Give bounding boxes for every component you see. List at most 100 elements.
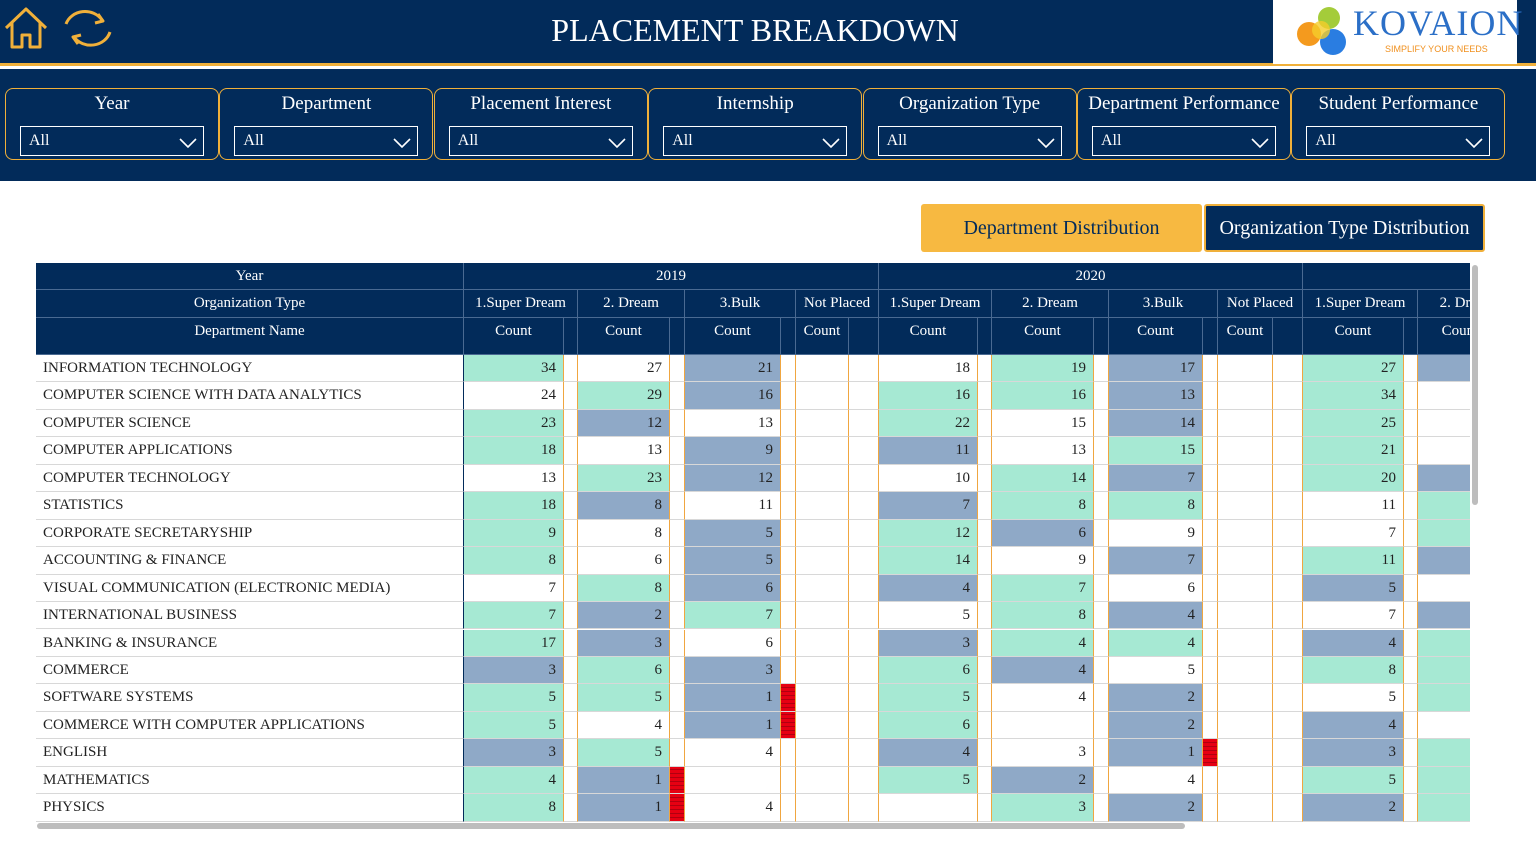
count-cell: 11 <box>879 437 978 465</box>
indicator-cell <box>781 464 796 493</box>
count-cell: 13 <box>578 437 670 465</box>
count-cell: 9 <box>685 437 781 465</box>
indicator-cell <box>1094 711 1109 740</box>
filter-dropdown[interactable]: All <box>20 126 204 156</box>
filter-dropdown[interactable]: All <box>877 126 1062 156</box>
count-cell <box>796 437 849 465</box>
org-type-header: 3.Bulk <box>1109 290 1218 318</box>
tab[interactable]: Department Distribution <box>921 204 1202 252</box>
indicator-cell <box>849 574 879 603</box>
indicator-cell <box>1404 739 1418 767</box>
count-cell: 3 <box>464 656 564 685</box>
filter-dropdown[interactable]: All <box>1092 126 1276 156</box>
indicator-cell <box>670 464 685 493</box>
indicator-cell <box>1203 629 1218 657</box>
count-cell: 4 <box>1303 629 1404 657</box>
count-cell <box>796 739 849 767</box>
home-icon[interactable] <box>4 7 48 49</box>
filter-dropdown[interactable]: All <box>234 126 419 156</box>
count-cell <box>1418 382 1470 410</box>
count-cell <box>1418 794 1470 822</box>
indicator-cell <box>978 409 992 438</box>
count-cell: 15 <box>1109 437 1203 465</box>
row-header: Organization Type <box>36 290 464 318</box>
indicator-cell <box>1094 602 1109 630</box>
indicator-cell <box>849 437 879 465</box>
count-cell <box>1418 574 1470 603</box>
filter-dropdown[interactable]: All <box>1306 126 1491 156</box>
filter-label: Placement Interest <box>470 93 612 114</box>
indicator-cell <box>849 382 879 410</box>
count-cell: 16 <box>879 382 978 410</box>
indicator-cell <box>978 739 992 767</box>
count-cell: 24 <box>464 382 564 410</box>
indicator-cell <box>781 794 796 822</box>
count-cell <box>1218 739 1273 767</box>
count-cell: 7 <box>685 602 781 630</box>
indicator-cell <box>670 766 685 795</box>
count-cell: 5 <box>578 739 670 767</box>
indicator-cell <box>1404 794 1418 822</box>
row-header: Department Name <box>36 318 464 355</box>
indicator-cell <box>1404 602 1418 630</box>
indicator-cell <box>781 684 796 712</box>
indicator-cell <box>1094 355 1109 383</box>
filter: Internship All <box>648 88 863 160</box>
count-cell: 3 <box>685 656 781 685</box>
count-cell <box>1218 684 1273 712</box>
count-cell: 19 <box>992 355 1094 383</box>
indicator-cell <box>781 602 796 630</box>
count-cell <box>1218 629 1273 657</box>
org-type-header: 2. Dream <box>1418 290 1470 318</box>
indicator-cell <box>1273 382 1303 410</box>
count-cell: 5 <box>1303 684 1404 712</box>
filter-label: Student Performance <box>1318 93 1479 114</box>
filter-dropdown[interactable]: All <box>663 126 848 156</box>
indicator-cell <box>849 711 879 740</box>
count-cell <box>1218 656 1273 685</box>
count-cell: 9 <box>992 547 1094 575</box>
count-cell: 9 <box>464 519 564 548</box>
indicator-cell <box>564 656 578 685</box>
v-scrollbar[interactable] <box>1472 265 1478 505</box>
chevron <box>1251 138 1269 149</box>
tab[interactable]: Organization Type Distribution <box>1204 204 1485 252</box>
count-cell: 12 <box>685 464 781 493</box>
count-cell: 1 <box>685 684 781 712</box>
count-cell: 6 <box>578 547 670 575</box>
count-header-spacer <box>849 318 879 355</box>
indicator-cell <box>978 794 992 822</box>
flag-indicator <box>781 684 795 711</box>
indicator-cell <box>670 739 685 767</box>
indicator-cell <box>564 602 578 630</box>
count-cell: 4 <box>685 739 781 767</box>
count-cell <box>1418 656 1470 685</box>
indicator-cell <box>781 355 796 383</box>
count-cell: 1 <box>578 766 670 795</box>
count-cell: 3 <box>578 629 670 657</box>
indicator-cell <box>1273 766 1303 795</box>
h-scrollbar[interactable] <box>37 823 1185 829</box>
refresh-icon[interactable] <box>64 10 112 47</box>
org-type-header: 1.Super Dream <box>1303 290 1418 318</box>
indicator-cell <box>1094 794 1109 822</box>
count-cell <box>796 574 849 603</box>
count-cell: 1 <box>578 794 670 822</box>
indicator-cell <box>564 382 578 410</box>
count-cell <box>1218 766 1273 795</box>
count-cell <box>1218 574 1273 603</box>
indicator-cell <box>978 766 992 795</box>
indicator-cell <box>849 547 879 575</box>
count-cell: 29 <box>578 382 670 410</box>
department-name: COMPUTER APPLICATIONS <box>36 437 464 465</box>
indicator-cell <box>849 464 879 493</box>
count-header-spacer <box>978 318 992 355</box>
count-cell <box>1418 739 1470 767</box>
indicator-cell <box>1404 711 1418 740</box>
filter-label: Department Performance <box>1088 93 1280 114</box>
count-cell: 8 <box>1303 656 1404 685</box>
chevron <box>1465 138 1483 149</box>
count-header: Count <box>879 318 978 355</box>
count-header: Count <box>992 318 1094 355</box>
filter-dropdown[interactable]: All <box>448 126 633 156</box>
